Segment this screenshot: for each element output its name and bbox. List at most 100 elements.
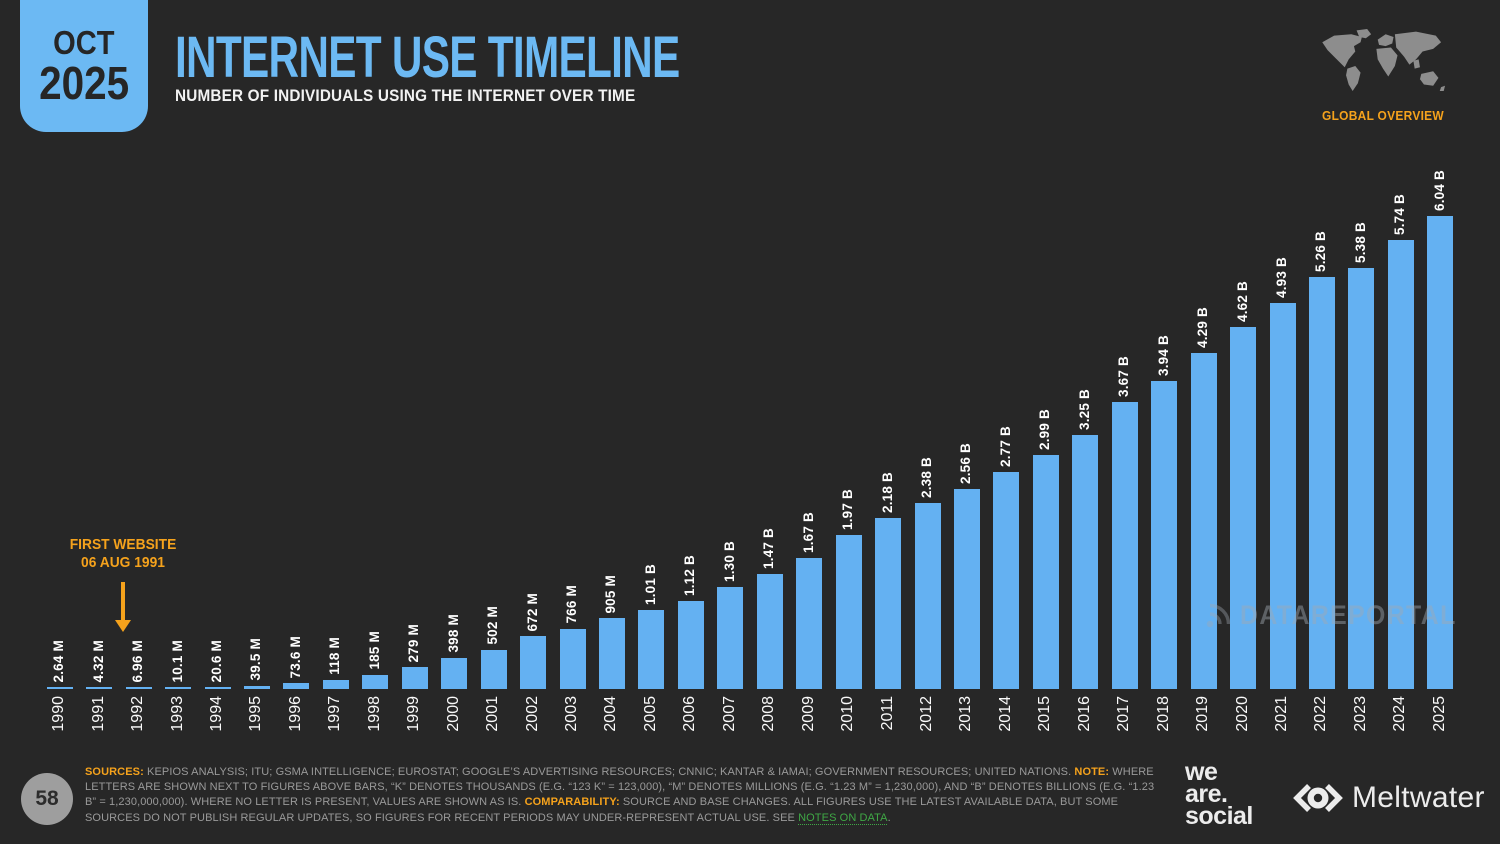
region-label: GLOBAL OVERVIEW xyxy=(1322,108,1444,123)
year-label-2006: 2006 xyxy=(681,696,699,732)
year-label-1991: 1991 xyxy=(89,696,107,732)
chart-bars-area: 2.64 M 4.32 M 6.96 M 10.1 M 20.6 M 39.5 M 73.6… xyxy=(40,150,1460,689)
year-label-2012: 2012 xyxy=(918,696,935,732)
badge-year: 2025 xyxy=(38,57,130,109)
bar-2015 xyxy=(1032,454,1059,689)
value-label-2001: 502 M xyxy=(485,606,501,645)
year-label-2002: 2002 xyxy=(523,696,541,732)
value-label-2020: 4.62 B xyxy=(1234,281,1250,323)
bar-1992 xyxy=(125,687,152,689)
bar-2004 xyxy=(598,618,625,689)
year-label-2019: 2019 xyxy=(1194,696,1212,732)
value-label-1991: 4.32 M xyxy=(90,639,106,683)
year-label-1997: 1997 xyxy=(326,696,344,732)
value-label-2025: 6.04 B xyxy=(1431,170,1447,212)
value-label-2000: 398 M xyxy=(445,614,461,653)
year-label-2016: 2016 xyxy=(1075,696,1093,732)
bar-2008 xyxy=(756,573,783,689)
bar-2011 xyxy=(875,518,902,689)
footer-note-segment: KEPIOS ANALYSIS; ITU; GSMA INTELLIGENCE;… xyxy=(143,766,1075,778)
bar-1993 xyxy=(165,687,192,689)
value-label-1994: 20.6 M xyxy=(209,639,224,683)
annotation-line2: 06 AUG 1991 xyxy=(81,554,165,571)
year-label-1990: 1990 xyxy=(50,696,68,732)
year-label-2001: 2001 xyxy=(484,696,502,732)
value-label-2023: 5.38 B xyxy=(1352,221,1368,263)
value-label-2019: 4.29 B xyxy=(1195,307,1211,349)
year-label-2010: 2010 xyxy=(839,696,857,732)
year-label-2003: 2003 xyxy=(563,696,580,732)
first-website-annotation: FIRST WEBSITE 06 AUG 1991 xyxy=(40,536,206,572)
bar-2006 xyxy=(677,601,704,689)
value-label-2003: 766 M xyxy=(564,585,579,624)
year-label-1999: 1999 xyxy=(405,696,423,732)
we-are-social-line: social xyxy=(1185,802,1253,830)
value-label-2009: 1.67 B xyxy=(800,512,816,554)
annotation-arrow-head-icon xyxy=(115,620,131,632)
year-label-2008: 2008 xyxy=(760,696,778,732)
year-label-2004: 2004 xyxy=(602,696,620,732)
bar-2012 xyxy=(914,502,941,689)
value-label-1999: 279 M xyxy=(406,623,422,663)
year-label-2018: 2018 xyxy=(1154,696,1172,732)
footer-note-segment: . xyxy=(887,811,891,824)
value-label-1990: 2.64 M xyxy=(51,639,67,683)
page-number-badge: 58 xyxy=(21,773,73,825)
notes-on-data-link[interactable]: NOTES ON DATA xyxy=(798,811,888,824)
annotation-line1: FIRST WEBSITE xyxy=(69,536,177,553)
footer-notes: SOURCES: KEPIOS ANALYSIS; ITU; GSMA INTE… xyxy=(85,765,1165,826)
year-label-2014: 2014 xyxy=(996,696,1014,732)
bar-2021 xyxy=(1269,303,1296,689)
value-label-2017: 3.67 B xyxy=(1116,355,1132,397)
footer-note-segment: SOURCE AND BASE CHANGES. ALL FIGURES USE… xyxy=(85,796,1119,824)
bar-2023 xyxy=(1348,267,1375,689)
bar-2017 xyxy=(1111,401,1138,689)
meltwater-logo: Meltwater xyxy=(1292,780,1485,816)
bar-2005 xyxy=(638,609,665,689)
year-label-2009: 2009 xyxy=(799,696,817,732)
year-label-2024: 2024 xyxy=(1391,696,1409,732)
bar-2001 xyxy=(480,649,507,689)
we-are-social-line: we xyxy=(1185,758,1218,786)
value-label-2002: 672 M xyxy=(524,592,540,632)
value-label-2007: 1.30 B xyxy=(721,541,737,583)
value-label-2018: 3.94 B xyxy=(1155,334,1171,376)
year-label-1993: 1993 xyxy=(168,696,186,732)
year-label-2021: 2021 xyxy=(1273,696,1290,732)
value-label-2022: 5.26 B xyxy=(1313,231,1329,273)
year-label-2013: 2013 xyxy=(957,696,975,732)
page-title: INTERNET USE TIMELINE xyxy=(175,25,680,90)
world-map-icon xyxy=(1322,29,1446,92)
year-label-2025: 2025 xyxy=(1430,696,1448,732)
value-label-2016: 3.25 B xyxy=(1076,388,1092,430)
bar-1999 xyxy=(401,667,428,689)
bar-2022 xyxy=(1308,277,1335,689)
year-label-2020: 2020 xyxy=(1233,696,1251,732)
footer-note-segment: COMPARABILITY: xyxy=(524,796,620,809)
value-label-1997: 118 M xyxy=(327,637,343,675)
year-label-1998: 1998 xyxy=(365,696,383,732)
bar-2009 xyxy=(796,558,823,689)
value-label-2015: 2.99 B xyxy=(1037,408,1053,450)
value-label-2012: 2.38 B xyxy=(919,456,934,498)
value-label-2008: 1.47 B xyxy=(761,527,777,569)
bar-2020 xyxy=(1230,327,1257,689)
value-label-1998: 185 M xyxy=(366,630,382,670)
page-subtitle: NUMBER OF INDIVIDUALS USING THE INTERNET… xyxy=(175,86,636,105)
bar-2025 xyxy=(1427,216,1454,689)
bar-2016 xyxy=(1072,434,1099,689)
year-label-1995: 1995 xyxy=(247,696,265,732)
bar-2003 xyxy=(559,629,586,689)
value-label-2024: 5.74 B xyxy=(1392,193,1408,235)
year-label-2017: 2017 xyxy=(1115,696,1133,732)
year-label-2015: 2015 xyxy=(1036,696,1054,732)
value-label-1992: 6.96 M xyxy=(130,639,146,683)
annotation-arrow-shaft xyxy=(121,582,125,620)
date-badge: OCT 2025 xyxy=(20,0,148,132)
year-label-2023: 2023 xyxy=(1351,696,1369,732)
footer-note-segment: WHERE LETTERS ARE SHOWN NEXT TO FIGURES … xyxy=(85,766,1155,809)
year-label-1992: 1992 xyxy=(129,696,147,732)
meltwater-eye-icon xyxy=(1293,784,1343,812)
year-label-2007: 2007 xyxy=(720,696,738,732)
